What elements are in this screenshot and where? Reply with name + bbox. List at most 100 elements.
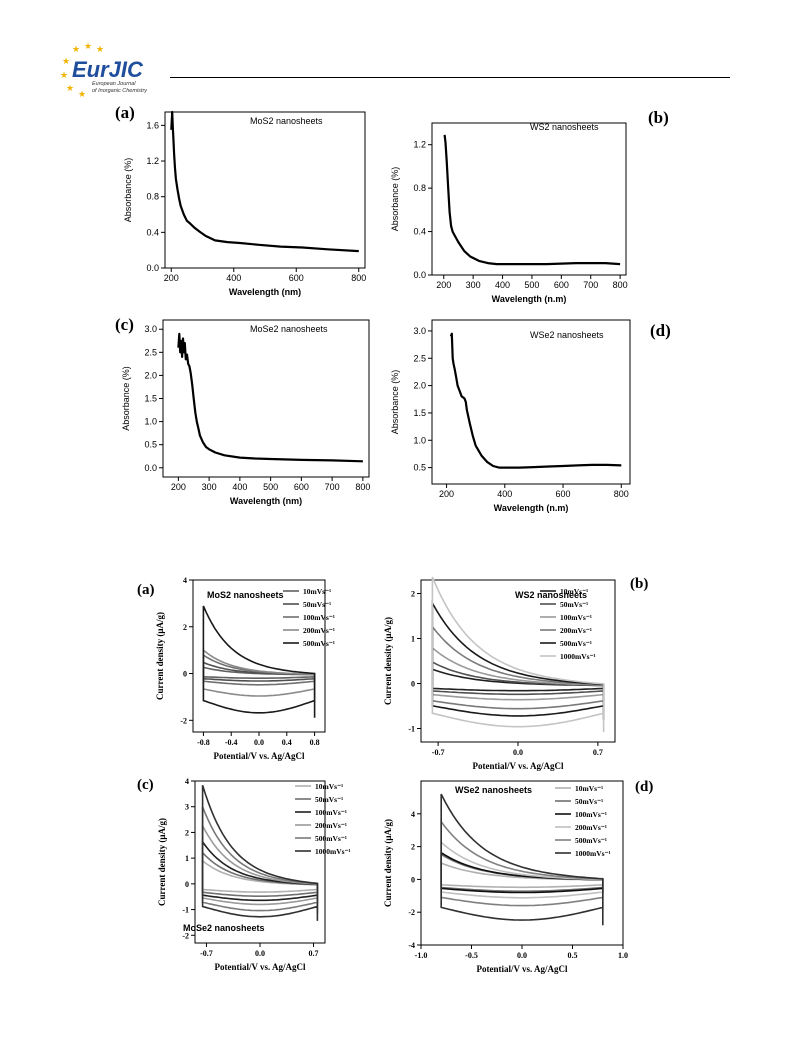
cv-loop-6 xyxy=(440,793,604,926)
x-tick-label: 200 xyxy=(439,489,454,499)
y-tick-label: 0 xyxy=(411,680,415,689)
x-axis-label: Wavelength (nm) xyxy=(230,496,302,506)
y-tick-label: 2.5 xyxy=(144,347,157,357)
y-tick-label: 2 xyxy=(185,828,189,837)
y-tick-label: 4 xyxy=(183,576,187,585)
x-tick-label: -0.4 xyxy=(225,738,238,747)
chart-annotation: WS2 nanosheets xyxy=(515,590,587,600)
x-tick-label: -0.7 xyxy=(432,748,445,757)
legend-entry: 100mVs⁻¹ xyxy=(315,808,347,817)
x-tick-label: -0.8 xyxy=(197,738,210,747)
chart-ws2-cv: -0.7 0.0 0.7 -1 0 1 2 Potential/V vs. Ag/AgCl Cu… xyxy=(383,576,648,771)
plot-frame xyxy=(194,780,326,944)
x-tick-label: 0.0 xyxy=(254,738,264,747)
chart-annotation: MoSe2 nanosheets xyxy=(250,324,328,334)
y-tick-label: 1 xyxy=(185,854,189,863)
y-tick-label: 2.0 xyxy=(413,381,426,391)
y-tick-label: 1.6 xyxy=(146,120,159,130)
y-tick-label: 0.0 xyxy=(144,463,157,473)
svg-text:★: ★ xyxy=(84,42,92,51)
x-axis-label: Wavelength (n.m) xyxy=(492,294,567,304)
svg-text:★: ★ xyxy=(66,83,74,93)
journal-logo: ★ ★ ★ ★ ★ ★ ★ EurJIC European Journal of… xyxy=(60,42,148,98)
x-axis-label: Potential/V vs. Ag/AgCl xyxy=(214,962,306,972)
y-axis-label: Absorbance (%) xyxy=(390,370,400,435)
y-tick-label: 1.5 xyxy=(413,408,426,418)
chart-ws2-absorbance: 200 300 400 500 600 700 800 0.0 0.4 0.8 1.2 Wavelen… xyxy=(390,108,669,304)
y-axis-label: Current density (μA/g) xyxy=(383,617,393,705)
plot-frame xyxy=(164,111,366,269)
legend-entry: 500mVs⁻¹ xyxy=(575,836,607,845)
x-tick-label: 0.5 xyxy=(568,951,578,960)
legend-entry: 1000mVs⁻¹ xyxy=(575,849,611,858)
chart-annotation: WSe2 nanosheets xyxy=(455,785,532,795)
absorbance-line xyxy=(170,110,359,253)
legend-entry: 200mVs⁻¹ xyxy=(560,626,592,635)
legend-entry: 50mVs⁻¹ xyxy=(303,600,331,609)
legend-entry: 500mVs⁻¹ xyxy=(560,639,592,648)
y-tick-label: -2 xyxy=(180,716,187,725)
y-tick-label: 3.0 xyxy=(144,324,157,334)
x-tick-label: 600 xyxy=(556,489,571,499)
x-tick-label: 400 xyxy=(495,280,510,290)
svg-text:★: ★ xyxy=(60,70,68,80)
panel-label: (c) xyxy=(115,315,134,334)
plot-frame xyxy=(431,319,631,485)
y-tick-label: 1.2 xyxy=(413,140,426,150)
chart-annotation: MoSe2 nanosheets xyxy=(183,923,265,933)
x-tick-label: -0.5 xyxy=(465,951,478,960)
y-tick-label: 2 xyxy=(411,590,415,599)
chart-mos2-cv: -0.8 -0.4 0.0 0.4 0.8 -2 0 2 4 Potential/V vs. Ag… xyxy=(137,576,335,761)
logo-subtitle-1: European Journal xyxy=(92,81,136,87)
legend-entry: 100mVs⁻¹ xyxy=(303,613,335,622)
y-tick-label: 0.4 xyxy=(146,227,159,237)
y-tick-label: 4 xyxy=(411,810,415,819)
legend-entry: 200mVs⁻¹ xyxy=(575,823,607,832)
x-tick-label: -1.0 xyxy=(415,951,428,960)
x-tick-label: 0.8 xyxy=(310,738,320,747)
legend-entry: 500mVs⁻¹ xyxy=(303,639,335,648)
x-tick-label: 800 xyxy=(613,280,628,290)
y-tick-label: -4 xyxy=(408,941,415,950)
legend-entry: 10mVs⁻¹ xyxy=(560,587,588,596)
legend-entry: 10mVs⁻¹ xyxy=(303,587,331,596)
logo-subtitle-2: of Inorganic Chemistry xyxy=(92,88,148,94)
x-tick-label: 300 xyxy=(202,482,217,492)
logo-text: EurJIC xyxy=(72,57,144,82)
x-tick-label: 1.0 xyxy=(618,951,628,960)
x-tick-label: 0.7 xyxy=(309,949,319,958)
y-tick-label: 2 xyxy=(183,623,187,632)
x-tick-label: -0.7 xyxy=(200,949,213,958)
x-tick-label: 600 xyxy=(289,273,304,283)
legend-entry: 1000mVs⁻¹ xyxy=(315,847,351,856)
x-axis-label: Wavelength (nm) xyxy=(229,287,301,297)
x-tick-label: 800 xyxy=(351,273,366,283)
y-tick-label: 0.8 xyxy=(413,183,426,193)
y-tick-label: -1 xyxy=(182,906,189,915)
y-tick-label: 0.0 xyxy=(413,270,426,280)
header-rule xyxy=(170,77,730,78)
panel-label: (b) xyxy=(648,108,669,127)
chart-wse2-cv: -1.0 -0.5 0.0 0.5 1.0 -4 -2 0 2 4 Potential/V vs. … xyxy=(383,779,653,974)
y-axis-label: Absorbance (%) xyxy=(123,158,133,223)
chart-annotation: MoS2 nanosheets xyxy=(207,590,284,600)
panel-label: (b) xyxy=(630,576,648,592)
cv-loop-5 xyxy=(202,605,316,718)
y-tick-label: 2 xyxy=(411,843,415,852)
legend-entry: 100mVs⁻¹ xyxy=(560,613,592,622)
y-tick-label: 1 xyxy=(411,635,415,644)
y-axis-label: Current density (μA/g) xyxy=(157,818,167,906)
y-tick-label: 4 xyxy=(185,777,189,786)
x-tick-label: 800 xyxy=(614,489,629,499)
x-tick-label: 200 xyxy=(171,482,186,492)
absorbance-line xyxy=(443,134,621,266)
x-tick-label: 0.0 xyxy=(517,951,527,960)
y-axis-label: Absorbance (%) xyxy=(121,366,131,431)
svg-text:★: ★ xyxy=(72,44,80,54)
y-tick-label: 3.0 xyxy=(413,326,426,336)
x-axis-label: Potential/V vs. Ag/AgCl xyxy=(213,751,305,761)
x-tick-label: 500 xyxy=(263,482,278,492)
cv-loop-1 xyxy=(201,859,319,894)
panel-label: (a) xyxy=(115,103,135,122)
y-tick-label: 0 xyxy=(411,875,415,884)
